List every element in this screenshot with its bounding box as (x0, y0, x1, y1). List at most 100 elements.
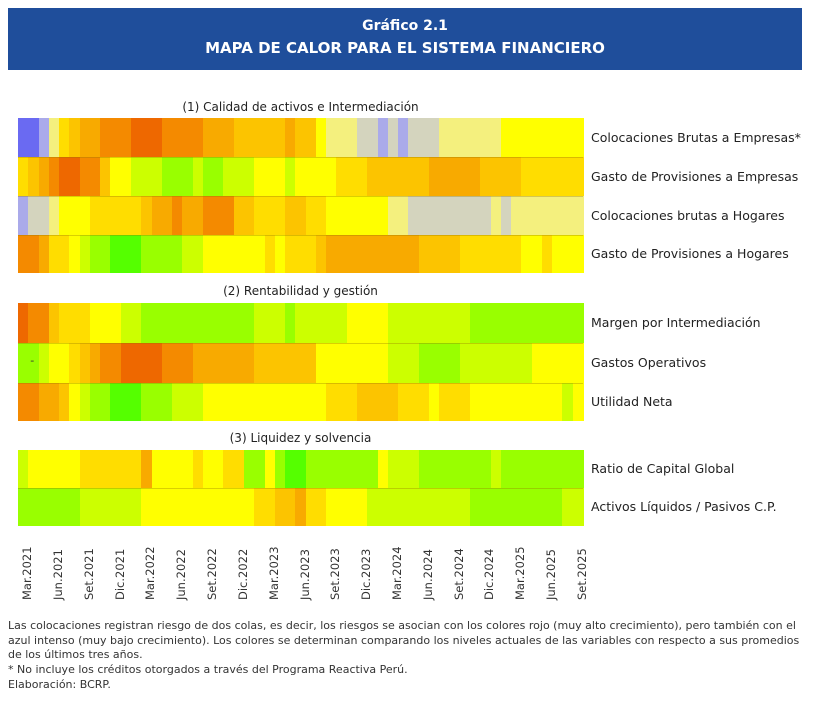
figure-title: MAPA DE CALOR PARA EL SISTEMA FINANCIERO (205, 39, 605, 57)
heatmap-cell (48, 450, 60, 488)
heatmap-cell (79, 303, 91, 343)
heatmap-cell (541, 303, 553, 343)
heatmap-cell (38, 383, 50, 421)
heatmap-cell (418, 343, 430, 383)
heatmap-cell (59, 157, 70, 196)
heatmap-cell (202, 157, 214, 196)
x-tick-label: Mar.2021 (20, 546, 35, 600)
heatmap-cell (274, 488, 286, 526)
heatmap-cell (161, 383, 173, 421)
heatmap-cell (59, 118, 70, 157)
heatmap-cell (346, 343, 358, 383)
heatmap-cell (151, 118, 163, 157)
row-divider (18, 196, 583, 197)
heatmap-cell (449, 196, 461, 235)
heatmap-cell (490, 343, 502, 383)
heatmap-cell (18, 196, 29, 235)
x-tick-label: Set.2023 (328, 548, 343, 600)
heatmap-cell (511, 383, 522, 421)
heatmap-cell (110, 343, 122, 383)
heatmap-cell (264, 118, 276, 157)
heatmap-cell (59, 343, 70, 383)
heatmap-cell (459, 383, 471, 421)
heatmap-cell (264, 235, 276, 273)
heatmap-cell (470, 196, 481, 235)
heatmap-cell (120, 488, 132, 526)
heatmap-cell (418, 235, 430, 273)
heatmap-cell (161, 303, 173, 343)
heatmap-cell (326, 303, 338, 343)
heatmap-cell (428, 235, 440, 273)
heatmap-cell (141, 303, 153, 343)
heatmap-cell (346, 118, 358, 157)
heatmap-cell (120, 343, 132, 383)
heatmap-cell (172, 343, 183, 383)
x-tick-label: Jun.2022 (174, 549, 189, 600)
heatmap-cell (408, 196, 420, 235)
heatmap-cell (151, 235, 163, 273)
heatmap-cell (161, 488, 173, 526)
heatmap-cell (449, 157, 461, 196)
heatmap-cell (326, 343, 338, 383)
heatmap-cell (161, 118, 173, 157)
heatmap-cell (110, 235, 122, 273)
heatmap-cell (89, 157, 101, 196)
heatmap-cell (500, 118, 512, 157)
heatmap-cell (490, 488, 502, 526)
heatmap-cell (408, 450, 420, 488)
heatmap-cell (285, 303, 296, 343)
heatmap-cell (305, 303, 317, 343)
heatmap-cell (202, 488, 214, 526)
row-label: Colocaciones brutas a Hogares (591, 207, 785, 223)
heatmap-cell (213, 383, 225, 421)
heatmap-cell (79, 235, 91, 273)
heatmap-cell (48, 118, 60, 157)
heatmap-cell (480, 303, 492, 343)
heatmap-cell (172, 303, 183, 343)
row-divider (18, 488, 583, 489)
heatmap-cell (357, 235, 368, 273)
heatmap-cell (449, 488, 461, 526)
x-tick-label: Mar.2022 (143, 546, 158, 600)
heatmap-cell (48, 196, 60, 235)
heatmap-cell (244, 450, 255, 488)
heatmap-cell (79, 450, 91, 488)
heatmap-cell (377, 450, 389, 488)
heatmap-cell (172, 383, 183, 421)
heatmap-cell (562, 383, 574, 421)
heatmap-cell (89, 343, 101, 383)
heatmap-cell (223, 118, 235, 157)
heatmap-cell (305, 383, 317, 421)
heatmap-cell (470, 118, 481, 157)
heatmap-cell (387, 488, 399, 526)
section-title: (1) Calidad de activos e Intermediación (182, 100, 419, 114)
heatmap-cell (552, 383, 564, 421)
heatmap-cell (398, 383, 409, 421)
heatmap-cell (38, 235, 50, 273)
heatmap-cell (131, 450, 142, 488)
heatmap-cell (89, 118, 101, 157)
heatmap-cell (285, 196, 296, 235)
heatmap-cell (110, 118, 122, 157)
heatmap-cell (367, 450, 379, 488)
heatmap-cell (223, 488, 235, 526)
heatmap-cell (346, 157, 358, 196)
heatmap-cell (449, 303, 461, 343)
heatmap-cell (233, 450, 245, 488)
heatmap-cell (398, 118, 409, 157)
heatmap-cell (59, 235, 70, 273)
heatmap-cell (449, 450, 461, 488)
heatmap-cell (562, 343, 574, 383)
heatmap-cell (541, 343, 553, 383)
heatmap-cell (213, 196, 225, 235)
heatmap-cell (459, 488, 471, 526)
heatmap-cell (182, 343, 194, 383)
heatmap-cell (120, 118, 132, 157)
heatmap-cell (28, 383, 40, 421)
heatmap-cell (172, 450, 183, 488)
section-title: (3) Liquidez y solvencia (229, 431, 372, 445)
heatmap-cell (233, 157, 245, 196)
heatmap-cell (89, 383, 101, 421)
heatmap-cell (439, 118, 451, 157)
heatmap-cell (69, 118, 81, 157)
